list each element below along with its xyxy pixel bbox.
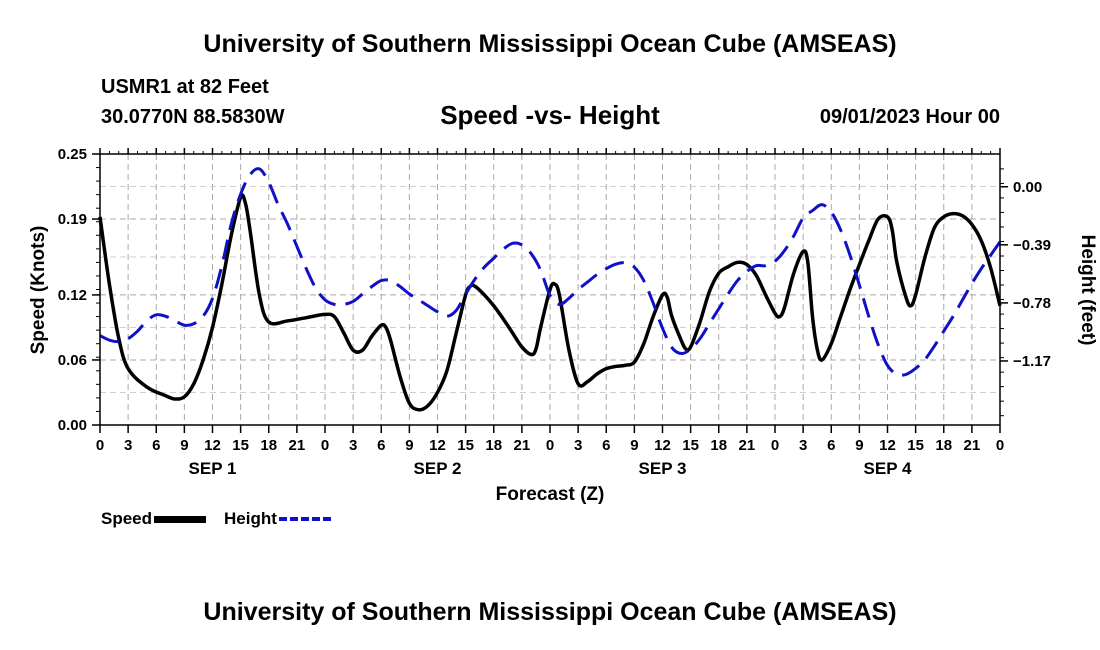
x-tick-label: 0 — [996, 437, 1004, 454]
x-tick-label: 21 — [514, 437, 531, 454]
x-tick-label: 9 — [630, 437, 638, 454]
legend-speed-swatch — [154, 515, 207, 523]
y-tick-label: 0.06 — [58, 352, 87, 369]
station-coordinates: 30.0770N 88.5830W — [101, 106, 285, 128]
y-tick-label: 0.12 — [58, 287, 87, 304]
y2-tick-label: 0.00 — [1013, 179, 1042, 196]
series-line-height — [99, 167, 1002, 377]
x-tick-label: 12 — [204, 437, 221, 454]
x-tick-label: 21 — [964, 437, 981, 454]
chart-legend: Speed Height — [101, 509, 331, 529]
y2-tick-label: −1.17 — [1013, 353, 1051, 370]
x-day-label: SEP 2 — [414, 459, 462, 478]
x-tick-label: 3 — [574, 437, 582, 454]
x-tick-label: 21 — [289, 437, 306, 454]
x-tick-label: 0 — [321, 437, 329, 454]
x-tick-label: 3 — [799, 437, 807, 454]
x-tick-label: 15 — [232, 437, 249, 454]
x-tick-label: 9 — [855, 437, 863, 454]
x-tick-label: 15 — [682, 437, 699, 454]
x-tick-label: 0 — [96, 437, 104, 454]
footer-title: University of Southern Mississippi Ocean… — [203, 598, 897, 626]
legend-height-swatch — [278, 517, 331, 521]
forecast-datetime: 09/01/2023 Hour 00 — [819, 106, 1000, 128]
y-tick-label: 0.00 — [58, 417, 87, 434]
x-tick-label: 12 — [429, 437, 446, 454]
x-tick-label: 6 — [377, 437, 385, 454]
x-tick-label: 15 — [457, 437, 474, 454]
chart-main-title: University of Southern Mississippi Ocean… — [203, 30, 897, 58]
x-tick-label: 12 — [654, 437, 671, 454]
y2-tick-label: −0.78 — [1013, 295, 1051, 312]
x-tick-label: 3 — [124, 437, 132, 454]
x-tick-label: 6 — [827, 437, 835, 454]
x-tick-label: 18 — [260, 437, 277, 454]
x-tick-label: 0 — [546, 437, 554, 454]
legend-height-label: Height — [224, 509, 277, 528]
x-tick-label: 9 — [180, 437, 188, 454]
x-day-label: SEP 1 — [189, 459, 237, 478]
x-day-label: SEP 3 — [639, 459, 687, 478]
y2-axis-title: Height (feet) — [1077, 235, 1098, 346]
y-axis-title: Speed (Knots) — [28, 226, 49, 355]
legend-speed-label: Speed — [101, 509, 153, 528]
x-axis-title: Forecast (Z) — [496, 484, 605, 505]
series-line-speed — [98, 193, 1002, 412]
x-tick-label: 21 — [739, 437, 756, 454]
x-tick-label: 12 — [879, 437, 896, 454]
x-tick-label: 6 — [602, 437, 610, 454]
y-tick-label: 0.19 — [58, 211, 87, 228]
x-tick-label: 9 — [405, 437, 413, 454]
chart-subtitle: Speed -vs- Height — [440, 100, 660, 130]
x-tick-label: 18 — [935, 437, 952, 454]
x-tick-label: 3 — [349, 437, 357, 454]
x-tick-label: 18 — [710, 437, 727, 454]
y-tick-label: 0.25 — [58, 146, 87, 163]
station-label: USMR1 at 82 Feet — [101, 76, 269, 98]
x-tick-label: 6 — [152, 437, 160, 454]
y2-tick-label: −0.39 — [1013, 237, 1051, 254]
x-tick-label: 18 — [485, 437, 502, 454]
x-tick-label: 15 — [907, 437, 924, 454]
x-tick-label: 0 — [771, 437, 779, 454]
x-day-label: SEP 4 — [864, 459, 912, 478]
